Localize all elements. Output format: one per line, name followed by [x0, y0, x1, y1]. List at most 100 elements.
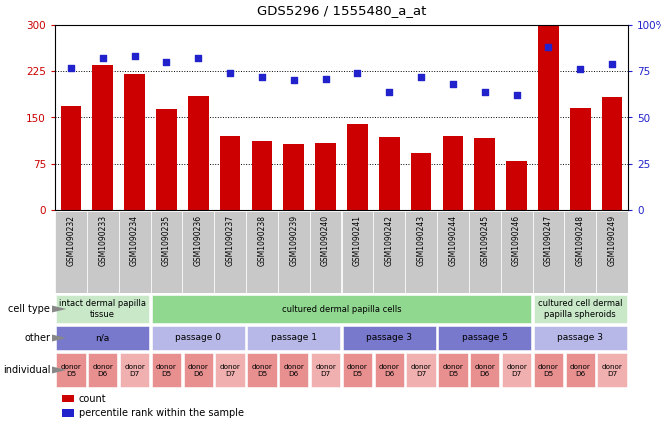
Text: donor
D6: donor D6: [188, 363, 209, 376]
Bar: [120, 354, 149, 387]
Bar: [379, 137, 400, 210]
Text: donor
D7: donor D7: [410, 363, 432, 376]
Text: GSM1090243: GSM1090243: [416, 215, 426, 266]
Text: passage 5: passage 5: [462, 333, 508, 343]
Bar: [215, 354, 245, 387]
Text: count: count: [79, 393, 106, 404]
Text: passage 0: passage 0: [175, 333, 221, 343]
Bar: [87, 211, 119, 293]
Bar: [184, 354, 213, 387]
Bar: [182, 211, 214, 293]
Bar: [602, 97, 623, 210]
Bar: [534, 326, 627, 350]
Point: [479, 88, 490, 95]
Point: [161, 59, 172, 66]
Polygon shape: [52, 366, 66, 374]
Text: donor
D7: donor D7: [315, 363, 336, 376]
Text: donor
D6: donor D6: [93, 363, 113, 376]
Text: percentile rank within the sample: percentile rank within the sample: [79, 408, 244, 418]
Bar: [502, 354, 531, 387]
Text: cultured cell dermal
papilla spheroids: cultured cell dermal papilla spheroids: [538, 299, 623, 319]
Point: [384, 88, 395, 95]
Bar: [438, 326, 531, 350]
Text: donor
D5: donor D5: [156, 363, 177, 376]
Bar: [598, 354, 627, 387]
Text: GSM1090247: GSM1090247: [544, 215, 553, 266]
Bar: [405, 211, 437, 293]
Bar: [566, 354, 595, 387]
Text: individual: individual: [3, 365, 50, 375]
Bar: [124, 74, 145, 210]
Point: [65, 64, 76, 71]
Text: passage 3: passage 3: [366, 333, 412, 343]
Bar: [246, 211, 278, 293]
Bar: [475, 138, 495, 210]
Point: [512, 92, 522, 99]
Bar: [469, 211, 500, 293]
Point: [288, 77, 299, 84]
Bar: [56, 295, 149, 323]
Bar: [438, 354, 467, 387]
Text: GSM1090238: GSM1090238: [257, 215, 266, 266]
Bar: [538, 25, 559, 210]
Polygon shape: [52, 305, 66, 313]
Bar: [533, 211, 564, 293]
Bar: [410, 153, 432, 210]
Text: passage 1: passage 1: [271, 333, 317, 343]
Bar: [56, 326, 149, 350]
Bar: [152, 295, 531, 323]
Bar: [373, 211, 405, 293]
Bar: [315, 143, 336, 210]
Bar: [152, 326, 245, 350]
Point: [416, 74, 426, 80]
Bar: [219, 136, 241, 210]
Bar: [279, 354, 309, 387]
Text: donor
D5: donor D5: [442, 363, 463, 376]
Bar: [470, 354, 500, 387]
Text: GSM1090240: GSM1090240: [321, 215, 330, 266]
Bar: [93, 65, 113, 210]
Bar: [252, 141, 272, 210]
Text: GDS5296 / 1555480_a_at: GDS5296 / 1555480_a_at: [257, 4, 426, 17]
Point: [225, 70, 235, 77]
Text: n/a: n/a: [96, 333, 110, 343]
Text: donor
D5: donor D5: [251, 363, 272, 376]
Bar: [596, 211, 628, 293]
Bar: [500, 211, 533, 293]
Text: GSM1090239: GSM1090239: [290, 215, 298, 266]
Bar: [56, 354, 85, 387]
Bar: [343, 354, 372, 387]
Point: [130, 53, 140, 60]
Text: GSM1090248: GSM1090248: [576, 215, 585, 266]
Text: GSM1090245: GSM1090245: [481, 215, 489, 266]
Point: [575, 66, 586, 73]
Text: donor
D6: donor D6: [284, 363, 304, 376]
Text: GSM1090241: GSM1090241: [353, 215, 362, 266]
Bar: [151, 211, 182, 293]
Bar: [570, 108, 590, 210]
Text: GSM1090234: GSM1090234: [130, 215, 139, 266]
Text: donor
D5: donor D5: [347, 363, 368, 376]
Point: [543, 44, 554, 51]
Bar: [343, 326, 436, 350]
Point: [193, 55, 204, 62]
Bar: [88, 354, 118, 387]
Text: donor
D7: donor D7: [602, 363, 623, 376]
Text: GSM1090237: GSM1090237: [225, 215, 235, 266]
Bar: [152, 354, 181, 387]
Text: donor
D7: donor D7: [506, 363, 527, 376]
Text: cultured dermal papilla cells: cultured dermal papilla cells: [282, 305, 401, 313]
Bar: [534, 295, 627, 323]
Bar: [247, 354, 276, 387]
Text: donor
D6: donor D6: [475, 363, 495, 376]
Text: donor
D5: donor D5: [60, 363, 81, 376]
Text: intact dermal papilla
tissue: intact dermal papilla tissue: [59, 299, 146, 319]
Bar: [342, 211, 373, 293]
Bar: [214, 211, 246, 293]
Bar: [375, 354, 404, 387]
Text: donor
D6: donor D6: [379, 363, 400, 376]
Text: GSM1090246: GSM1090246: [512, 215, 521, 266]
Point: [607, 60, 617, 67]
Bar: [278, 211, 309, 293]
Text: cell type: cell type: [9, 304, 50, 314]
